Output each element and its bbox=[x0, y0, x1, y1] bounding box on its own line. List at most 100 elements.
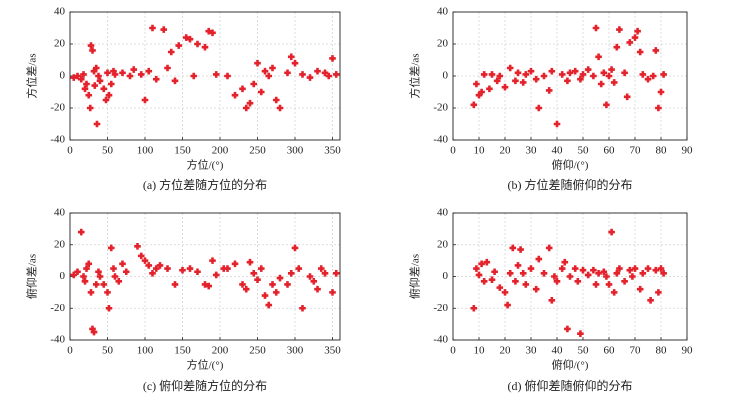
marker bbox=[584, 66, 592, 73]
marker bbox=[254, 59, 261, 67]
marker bbox=[137, 252, 145, 260]
x-tick-label: 100 bbox=[137, 345, 154, 357]
marker bbox=[160, 26, 168, 33]
marker bbox=[514, 262, 522, 269]
marker bbox=[564, 77, 571, 85]
marker bbox=[548, 67, 556, 75]
plot-frame bbox=[452, 212, 688, 341]
marker bbox=[512, 277, 519, 285]
marker bbox=[171, 77, 179, 85]
marker bbox=[145, 262, 153, 269]
marker bbox=[110, 265, 117, 272]
marker bbox=[194, 268, 201, 276]
marker bbox=[621, 69, 628, 77]
marker bbox=[579, 71, 587, 78]
marker bbox=[265, 301, 273, 309]
marker bbox=[629, 273, 636, 280]
marker bbox=[91, 82, 99, 89]
marker bbox=[80, 273, 87, 280]
marker bbox=[171, 281, 179, 288]
marker bbox=[566, 273, 574, 280]
marker bbox=[90, 328, 98, 336]
marker bbox=[475, 271, 483, 279]
y-tick-label: 0 bbox=[60, 70, 66, 82]
marker bbox=[105, 91, 113, 99]
marker bbox=[111, 71, 119, 78]
marker bbox=[119, 69, 126, 77]
marker bbox=[501, 289, 509, 296]
marker bbox=[194, 40, 201, 48]
marker bbox=[284, 281, 291, 288]
x-tick-label: 0 bbox=[450, 145, 456, 157]
marker bbox=[85, 91, 93, 99]
marker bbox=[332, 270, 340, 277]
caption: (d) 俯仰差随俯仰的分布 bbox=[508, 378, 633, 393]
x-tick-label: 90 bbox=[682, 145, 694, 157]
x-tick-label: 80 bbox=[656, 345, 668, 357]
marker bbox=[100, 281, 108, 288]
marker bbox=[272, 96, 280, 104]
marker bbox=[478, 88, 485, 96]
marker bbox=[239, 85, 246, 93]
y-tick-label: -20 bbox=[433, 102, 448, 114]
y-tick-label: -20 bbox=[433, 302, 448, 314]
x-tick-label: 0 bbox=[67, 345, 73, 357]
marker bbox=[287, 270, 295, 277]
marker bbox=[540, 270, 548, 277]
marker bbox=[504, 301, 511, 309]
marker bbox=[87, 42, 95, 49]
marker bbox=[209, 257, 216, 264]
marker bbox=[95, 72, 102, 80]
x-tick-label: 300 bbox=[287, 145, 304, 157]
marker bbox=[501, 83, 509, 91]
x-tick-label: 250 bbox=[249, 345, 266, 357]
marker bbox=[657, 265, 665, 272]
marker bbox=[314, 285, 321, 293]
marker bbox=[527, 67, 535, 75]
marker bbox=[254, 276, 261, 283]
marker bbox=[105, 304, 113, 312]
marker bbox=[626, 39, 634, 46]
marker bbox=[321, 270, 329, 277]
marker bbox=[512, 77, 519, 85]
marker bbox=[242, 104, 250, 112]
marker bbox=[660, 71, 667, 78]
marker bbox=[603, 273, 610, 280]
x-tick-label: 200 bbox=[212, 345, 229, 357]
marker bbox=[134, 243, 141, 250]
marker bbox=[321, 69, 329, 77]
marker bbox=[111, 273, 119, 280]
y-axis-label: 方位差/as bbox=[408, 53, 422, 98]
panel: 0 50 100 150 200 250 300 350 -40 -20 0 20 40 方位/(°) 俯仰… bbox=[25, 207, 342, 393]
marker bbox=[149, 24, 156, 32]
marker bbox=[115, 277, 123, 285]
marker bbox=[224, 265, 231, 272]
marker bbox=[257, 88, 265, 96]
marker bbox=[644, 75, 652, 83]
marker bbox=[517, 246, 524, 253]
marker bbox=[590, 266, 597, 274]
marker bbox=[224, 72, 231, 80]
marker bbox=[636, 48, 644, 56]
marker bbox=[626, 266, 634, 274]
marker bbox=[652, 266, 660, 274]
marker bbox=[535, 255, 543, 263]
marker bbox=[291, 59, 299, 67]
y-tick-label: 20 bbox=[437, 238, 449, 250]
marker bbox=[141, 96, 149, 104]
marker bbox=[631, 34, 639, 41]
marker bbox=[145, 67, 153, 75]
y-tick-label: 40 bbox=[54, 207, 66, 219]
x-tick-label: 50 bbox=[102, 345, 114, 357]
x-axis-label: 方位/(°) bbox=[187, 358, 224, 372]
marker bbox=[506, 64, 514, 72]
marker bbox=[96, 77, 104, 85]
marker bbox=[261, 67, 269, 75]
x-tick-label: 0 bbox=[67, 145, 73, 157]
marker bbox=[631, 265, 639, 272]
marker bbox=[548, 297, 556, 304]
y-tick-label: 0 bbox=[60, 270, 66, 282]
y-tick-label: 20 bbox=[437, 38, 449, 50]
marker bbox=[522, 71, 530, 78]
y-axis-label: 俯仰差/as bbox=[25, 254, 39, 299]
